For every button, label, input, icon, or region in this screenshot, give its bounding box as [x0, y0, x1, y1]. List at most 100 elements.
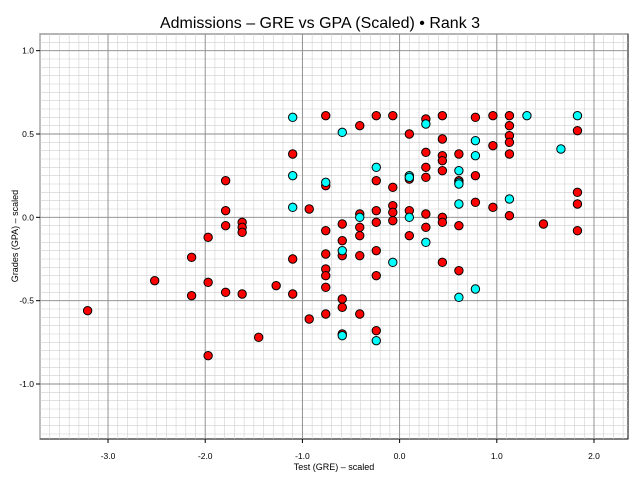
data-point: [371, 245, 381, 256]
data-point: [271, 280, 281, 291]
y-axis-ticks: -1.0 -0.5 0.0 0.5 1.0: [19, 46, 40, 389]
data-point: [488, 110, 498, 121]
data-point: [504, 120, 515, 131]
chart-title: Admissions – GRE vs GPA (Scaled) • Rank …: [160, 15, 480, 32]
data-point: [220, 220, 231, 231]
data-point: [421, 222, 431, 233]
data-point: [437, 257, 448, 268]
plot-frame: [39, 33, 629, 440]
data-point: [556, 144, 566, 154]
data-point: [504, 110, 515, 121]
x-tick-label: -2.0: [198, 451, 213, 461]
data-point: [421, 119, 431, 129]
data-point: [337, 219, 347, 229]
data-point: [421, 209, 431, 219]
data-point: [321, 309, 331, 319]
data-point: [337, 302, 347, 313]
x-tick-label: -3.0: [101, 451, 116, 461]
data-point: [253, 332, 264, 343]
data-point: [454, 265, 464, 276]
data-point: [470, 135, 481, 146]
data-point: [321, 249, 331, 259]
data-point: [371, 205, 381, 216]
data-point: [186, 252, 197, 263]
data-point: [504, 137, 515, 148]
data-point: [437, 217, 448, 228]
data-point: [572, 125, 583, 136]
data-point: [454, 179, 464, 189]
data-point: [470, 112, 481, 123]
data-point: [287, 112, 298, 123]
data-point: [371, 270, 381, 281]
data-point: [421, 147, 431, 158]
data-point: [355, 212, 365, 223]
data-point: [454, 220, 464, 231]
data-point: [404, 212, 415, 223]
data-point: [437, 110, 448, 121]
data-point: [371, 162, 381, 173]
data-point: [337, 127, 347, 138]
data-point: [522, 110, 532, 121]
major-grid: [40, 34, 628, 439]
data-point: [149, 275, 160, 286]
data-point: [388, 257, 398, 268]
data-point: [287, 170, 298, 181]
data-point: [287, 254, 298, 264]
x-tick-label: 1.0: [491, 451, 503, 461]
data-point: [488, 202, 498, 213]
data-point: [371, 175, 381, 186]
data-point: [355, 120, 365, 131]
data-point: [404, 172, 415, 183]
x-tick-label: 2.0: [588, 451, 600, 461]
data-point: [404, 230, 415, 241]
data-point: [237, 227, 247, 238]
data-point: [337, 245, 347, 256]
data-point: [287, 289, 298, 299]
x-tick-label: -1.0: [295, 451, 310, 461]
y-axis-label: Grades (GPA) – scaled: [10, 190, 20, 282]
data-point: [421, 162, 431, 173]
data-point: [337, 294, 347, 304]
y-tick-label: -1.0: [19, 379, 34, 389]
data-point: [470, 170, 481, 181]
data-point: [186, 290, 197, 301]
data-points: [82, 110, 583, 361]
data-point: [388, 207, 398, 218]
data-point: [220, 287, 231, 298]
data-point: [82, 305, 93, 316]
data-point: [220, 205, 231, 216]
data-point: [355, 222, 365, 233]
data-point: [371, 110, 381, 121]
data-point: [355, 230, 365, 241]
data-point: [572, 225, 583, 236]
data-point: [470, 150, 481, 161]
data-point: [321, 110, 331, 121]
data-point: [237, 289, 247, 299]
data-point: [421, 172, 431, 183]
data-point: [454, 165, 464, 176]
data-point: [321, 177, 331, 188]
data-point: [337, 235, 347, 246]
data-point: [355, 250, 365, 261]
data-point: [454, 199, 464, 209]
data-point: [454, 292, 464, 303]
data-point: [220, 175, 231, 186]
data-point: [388, 110, 398, 121]
data-point: [304, 204, 314, 214]
data-point: [437, 134, 448, 144]
data-point: [337, 330, 347, 341]
data-point: [371, 335, 381, 346]
data-point: [437, 165, 448, 176]
data-point: [304, 314, 314, 324]
y-tick-label: 1.0: [22, 46, 34, 56]
data-point: [203, 277, 213, 288]
data-point: [371, 217, 381, 228]
data-point: [470, 197, 481, 208]
data-point: [421, 237, 431, 248]
data-point: [321, 225, 331, 236]
data-point: [504, 210, 515, 221]
data-point: [388, 215, 398, 226]
data-point: [572, 187, 583, 198]
data-point: [437, 155, 448, 166]
